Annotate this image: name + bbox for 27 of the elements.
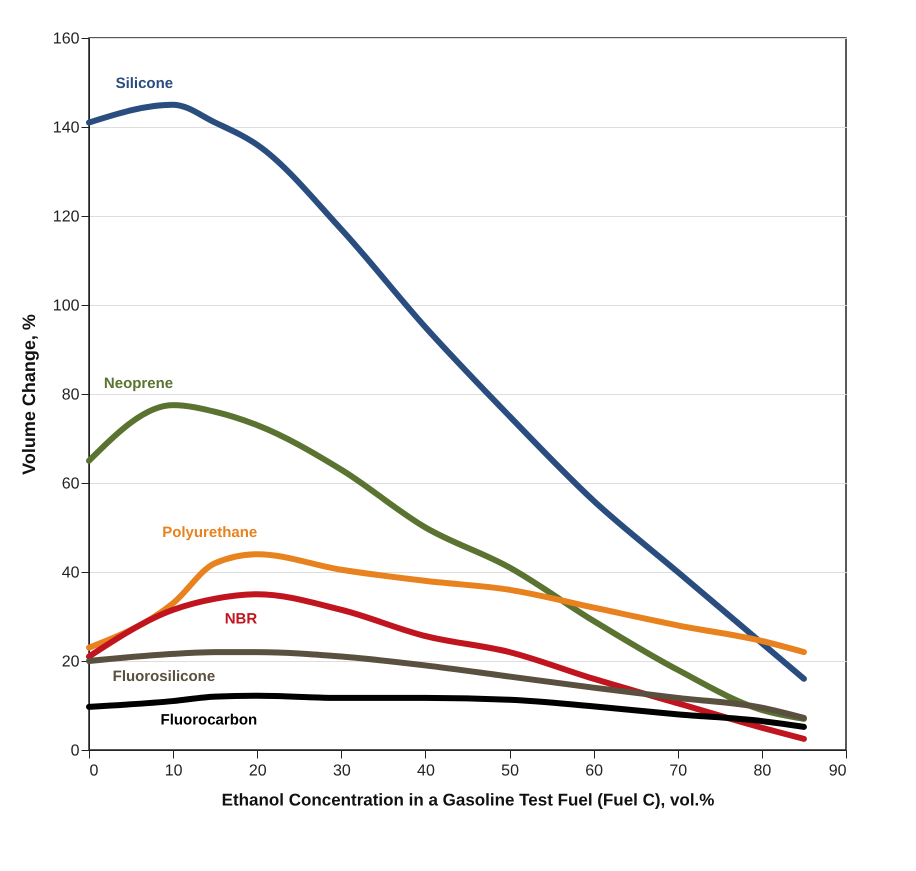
x-tick-label: 70: [669, 762, 688, 780]
y-tick-label: 40: [62, 564, 80, 582]
series-label: Fluorosilicone: [112, 668, 216, 686]
series-label: Polyurethane: [162, 524, 258, 542]
y-tick-label: 140: [52, 120, 80, 136]
x-axis-title: Ethanol Concentration in a Gasoline Test Fuel (Fuel C), vol.%: [222, 790, 714, 810]
y-tick-label: 20: [62, 654, 80, 670]
y-tick-label: 100: [52, 298, 80, 314]
x-tick-label: 20: [248, 762, 267, 780]
y-tick-label: 0: [70, 742, 80, 760]
y-tick-label: 160: [52, 30, 80, 48]
series-label: Neoprene: [104, 375, 174, 392]
y-tick-label: 120: [52, 208, 80, 226]
x-tick-label: 30: [332, 762, 351, 780]
y-tick-label: 80: [62, 386, 80, 404]
y-tick-label: 60: [62, 476, 80, 492]
series-label: NBR: [224, 610, 258, 628]
y-axis-title: Volume Change, %: [18, 314, 39, 475]
x-tick-label: 40: [417, 762, 435, 780]
x-tick-label: 10: [164, 762, 183, 780]
x-tick-label: 0: [90, 762, 98, 780]
x-tick-label: 90: [828, 762, 847, 780]
series-label: Fluorocarbon: [160, 712, 258, 729]
series-label: Silicone: [116, 74, 174, 92]
x-tick-label: 80: [753, 762, 772, 780]
x-tick-label: 60: [585, 762, 604, 780]
x-tick-label: 50: [501, 762, 520, 780]
